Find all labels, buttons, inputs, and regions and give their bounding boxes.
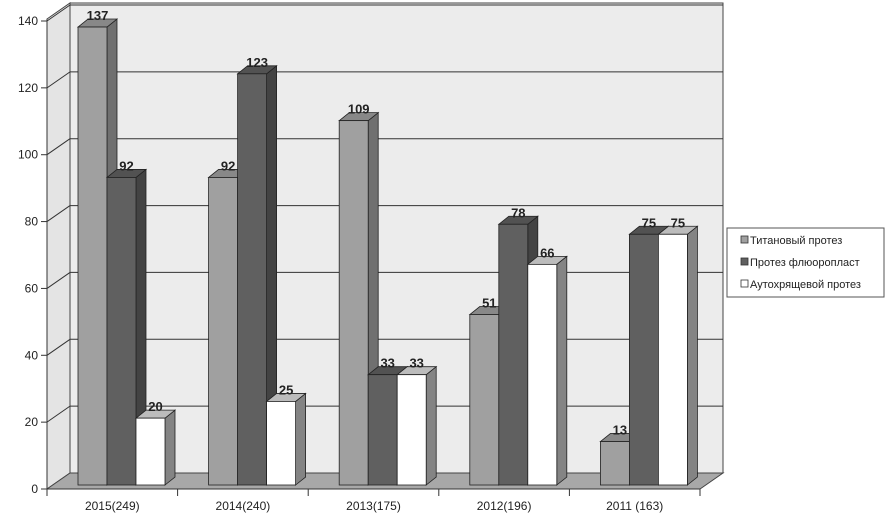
legend-label: Аутохрящевой протез bbox=[750, 279, 861, 291]
legend-swatch bbox=[740, 279, 749, 288]
data-label: 66 bbox=[540, 245, 554, 260]
bar bbox=[629, 233, 659, 486]
bar-Аутохрящевой-протез-2015(249) bbox=[134, 409, 177, 486]
bar-side bbox=[295, 392, 307, 486]
data-label: 137 bbox=[87, 8, 109, 23]
gridline bbox=[46, 338, 71, 356]
bar bbox=[367, 374, 398, 486]
data-label: 25 bbox=[279, 382, 293, 397]
bar bbox=[237, 73, 268, 486]
data-label: 109 bbox=[348, 102, 370, 117]
bar-side bbox=[425, 365, 437, 486]
bar bbox=[498, 223, 529, 486]
bar-Аутохрящевой-протез-2013(175) bbox=[396, 365, 438, 486]
bar-Аутохрящевой-протез-2012(196) bbox=[526, 255, 568, 486]
data-label: 33 bbox=[380, 356, 394, 371]
bar-Протез-флюоропласт-2014(240) bbox=[236, 64, 278, 486]
y-tick-label: 20 bbox=[25, 415, 39, 429]
bar bbox=[208, 177, 239, 486]
side-wall bbox=[46, 2, 71, 490]
bar-side bbox=[556, 255, 568, 486]
data-label: 20 bbox=[148, 399, 162, 414]
data-label: 51 bbox=[482, 296, 496, 311]
data-label: 33 bbox=[409, 356, 423, 371]
bar bbox=[469, 314, 500, 486]
y-tick-label: 80 bbox=[25, 215, 39, 229]
y-tick-label: 120 bbox=[18, 81, 38, 95]
gridline bbox=[46, 205, 71, 222]
x-tick-label: 2011 (163) bbox=[606, 499, 663, 513]
legend-label: Протез флюоропласт bbox=[750, 257, 860, 269]
bar bbox=[106, 177, 137, 486]
y-tick-label: 60 bbox=[25, 281, 39, 295]
legend-swatch bbox=[740, 257, 749, 266]
data-label: 92 bbox=[221, 158, 235, 173]
legend-box bbox=[726, 227, 885, 298]
data-label: 13 bbox=[613, 423, 627, 438]
gridline bbox=[46, 71, 71, 89]
y-tick-label: 140 bbox=[18, 14, 38, 28]
bar bbox=[135, 417, 166, 486]
legend-swatch bbox=[740, 235, 749, 244]
bar-side bbox=[164, 409, 176, 486]
x-tick-label: 2014(240) bbox=[216, 499, 271, 513]
y-tick-label: 40 bbox=[25, 348, 39, 362]
bar-Аутохрящевой-протез-2014(240) bbox=[265, 392, 307, 486]
data-label: 92 bbox=[119, 158, 133, 173]
data-label: 75 bbox=[642, 215, 656, 230]
data-label: 75 bbox=[671, 215, 685, 230]
x-tick-label: 2015(249) bbox=[85, 499, 140, 513]
gridline bbox=[46, 138, 71, 156]
y-tick-label: 0 bbox=[31, 482, 38, 496]
gridline bbox=[46, 272, 71, 289]
data-label: 78 bbox=[511, 205, 525, 220]
bar bbox=[527, 263, 558, 486]
bar bbox=[396, 374, 427, 486]
y-tick-label: 100 bbox=[18, 148, 38, 162]
bar bbox=[658, 233, 688, 486]
bar bbox=[338, 120, 369, 486]
bar-Протез-флюоропласт-2015(249) bbox=[105, 168, 148, 486]
x-tick-label: 2013(175) bbox=[346, 499, 401, 513]
data-label: 123 bbox=[246, 55, 268, 70]
legend: Титановый протез Протез флюоропласт Аутохр… bbox=[726, 227, 885, 298]
gridline bbox=[46, 405, 71, 423]
bar-side bbox=[687, 225, 698, 486]
gridline bbox=[46, 4, 71, 22]
x-tick-label: 2012(196) bbox=[477, 499, 532, 513]
bar-Аутохрящевой-протез-2011 (163) bbox=[657, 225, 699, 486]
legend-label: Титановый протез bbox=[750, 235, 842, 247]
bar bbox=[77, 26, 108, 486]
bar bbox=[266, 401, 297, 486]
bar bbox=[600, 441, 630, 486]
